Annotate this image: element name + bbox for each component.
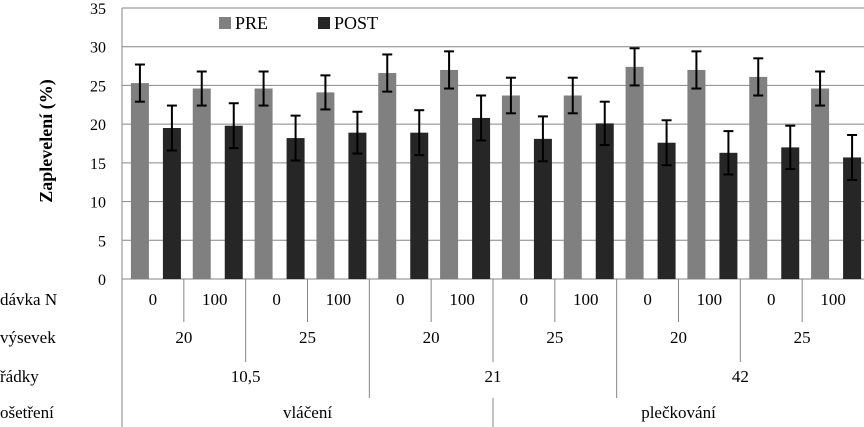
category-label: 21 [485,367,502,386]
bar-pre [192,88,211,279]
category-rows: dávka N 0 100 0 100 0 100 0 100 0 100 0 100 výsevek 20… [0,279,846,427]
y-tick-label: 35 [90,1,106,18]
y-axis-title: Zaplevelení (%) [36,79,57,203]
category-label: 0 [396,290,405,309]
bar-post [224,125,243,279]
bar-post [533,138,552,279]
bar-pre [378,73,397,279]
category-label: 20 [175,328,192,347]
error-bars-group [134,47,858,181]
bar-post [162,128,181,279]
legend-label-post: POST [334,13,378,33]
bar-post [410,132,429,279]
category-label: 0 [643,290,652,309]
category-label: 0 [149,290,158,309]
bar-post [595,123,614,280]
bar-pre [440,69,459,279]
category-label: 0 [767,290,776,309]
y-tick-label: 20 [90,117,106,134]
row-label: dávka N [0,290,57,309]
category-label: 20 [670,328,687,347]
category-label: 25 [794,328,811,347]
category-label: 25 [546,328,563,347]
y-tick-label: 10 [90,195,106,212]
category-label: 0 [520,290,529,309]
legend-label-pre: PRE [235,13,268,33]
bar-post [472,117,491,279]
bar-pre [254,88,273,279]
bars-group [130,66,862,280]
row-label: ošetření [0,403,54,422]
category-label: 100 [697,290,723,309]
legend-swatch-post [318,17,330,29]
row-label: výsevek [0,328,56,347]
bar-pre [130,83,149,279]
category-label: 0 [272,290,281,309]
y-tick-label: 0 [98,272,106,289]
bar-pre [316,92,335,279]
category-label: 100 [326,290,352,309]
bar-post [286,138,305,279]
y-axis: 0 5 10 15 20 25 30 35 [90,1,864,289]
gridlines [122,7,864,241]
legend: PRE POST [219,13,378,33]
category-label: 100 [202,290,228,309]
bar-post [719,152,738,279]
category-label: 100 [820,290,846,309]
bar-post [843,157,862,279]
category-label: 42 [732,367,749,386]
category-label: 100 [573,290,599,309]
bar-pre [501,95,520,279]
category-label: 20 [423,328,440,347]
row-label: řádky [0,367,39,386]
bar-post [348,132,367,279]
bar-pre [687,69,706,279]
bar-pre [811,88,830,279]
bar-pre [749,76,768,279]
y-tick-label: 15 [90,156,106,173]
category-label: vláčení [283,403,332,422]
bar-pre [563,95,582,279]
category-label: 100 [449,290,475,309]
y-tick-label: 30 [90,40,106,57]
bar-post [781,147,800,279]
legend-swatch-pre [219,17,231,29]
bar-pre [625,66,644,280]
category-label: 25 [299,328,316,347]
category-label: plečkování [641,403,716,422]
y-tick-label: 5 [98,233,106,250]
bar-post [657,142,676,279]
category-label: 10,5 [231,367,261,386]
y-tick-label: 25 [90,78,106,95]
